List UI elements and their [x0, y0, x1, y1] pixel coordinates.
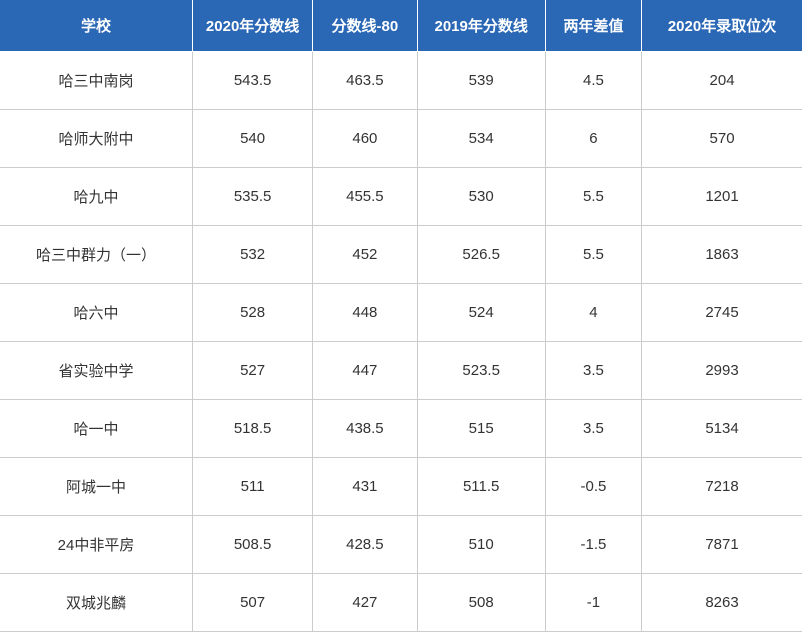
cell-diff: -1.5: [545, 516, 641, 574]
cell-minus80: 448: [313, 284, 417, 342]
table-row: 24中非平房508.5428.5510-1.57871: [0, 516, 802, 574]
score-table-container: 学校 2020年分数线 分数线-80 2019年分数线 两年差值 2020年录取…: [0, 0, 802, 632]
cell-minus80: 447: [313, 342, 417, 400]
table-row: 省实验中学527447523.53.52993: [0, 342, 802, 400]
cell-rank2020: 1201: [642, 168, 802, 226]
cell-score2020: 543.5: [192, 52, 312, 110]
cell-score2019: 515: [417, 400, 545, 458]
cell-school: 哈六中: [0, 284, 192, 342]
cell-diff: 5.5: [545, 226, 641, 284]
cell-score2019: 510: [417, 516, 545, 574]
header-diff: 两年差值: [545, 0, 641, 52]
cell-rank2020: 204: [642, 52, 802, 110]
cell-diff: 4: [545, 284, 641, 342]
cell-score2019: 524: [417, 284, 545, 342]
cell-score2020: 532: [192, 226, 312, 284]
header-score2020: 2020年分数线: [192, 0, 312, 52]
header-minus80: 分数线-80: [313, 0, 417, 52]
cell-diff: 6: [545, 110, 641, 168]
cell-score2020: 508.5: [192, 516, 312, 574]
cell-rank2020: 570: [642, 110, 802, 168]
cell-school: 双城兆麟: [0, 574, 192, 632]
cell-school: 阿城一中: [0, 458, 192, 516]
cell-score2019: 508: [417, 574, 545, 632]
cell-diff: 5.5: [545, 168, 641, 226]
cell-minus80: 460: [313, 110, 417, 168]
cell-school: 哈师大附中: [0, 110, 192, 168]
cell-score2019: 539: [417, 52, 545, 110]
cell-school: 哈九中: [0, 168, 192, 226]
cell-minus80: 455.5: [313, 168, 417, 226]
cell-score2020: 540: [192, 110, 312, 168]
cell-school: 省实验中学: [0, 342, 192, 400]
cell-school: 哈三中群力（一）: [0, 226, 192, 284]
cell-diff: 4.5: [545, 52, 641, 110]
cell-minus80: 427: [313, 574, 417, 632]
cell-rank2020: 7218: [642, 458, 802, 516]
cell-score2020: 527: [192, 342, 312, 400]
cell-rank2020: 2993: [642, 342, 802, 400]
cell-minus80: 431: [313, 458, 417, 516]
cell-score2019: 530: [417, 168, 545, 226]
cell-school: 哈三中南岗: [0, 52, 192, 110]
table-row: 哈九中535.5455.55305.51201: [0, 168, 802, 226]
cell-score2019: 523.5: [417, 342, 545, 400]
cell-diff: 3.5: [545, 400, 641, 458]
cell-score2020: 518.5: [192, 400, 312, 458]
cell-score2019: 526.5: [417, 226, 545, 284]
header-rank2020: 2020年录取位次: [642, 0, 802, 52]
cell-score2019: 534: [417, 110, 545, 168]
score-table: 学校 2020年分数线 分数线-80 2019年分数线 两年差值 2020年录取…: [0, 0, 802, 632]
cell-score2020: 511: [192, 458, 312, 516]
cell-rank2020: 7871: [642, 516, 802, 574]
table-row: 哈三中群力（一）532452526.55.51863: [0, 226, 802, 284]
cell-rank2020: 8263: [642, 574, 802, 632]
cell-school: 哈一中: [0, 400, 192, 458]
table-header: 学校 2020年分数线 分数线-80 2019年分数线 两年差值 2020年录取…: [0, 0, 802, 52]
cell-minus80: 428.5: [313, 516, 417, 574]
cell-score2020: 535.5: [192, 168, 312, 226]
cell-score2020: 528: [192, 284, 312, 342]
cell-minus80: 438.5: [313, 400, 417, 458]
table-row: 双城兆麟507427508-18263: [0, 574, 802, 632]
cell-rank2020: 5134: [642, 400, 802, 458]
header-score2019: 2019年分数线: [417, 0, 545, 52]
table-row: 哈三中南岗543.5463.55394.5204: [0, 52, 802, 110]
cell-diff: 3.5: [545, 342, 641, 400]
cell-minus80: 452: [313, 226, 417, 284]
header-school: 学校: [0, 0, 192, 52]
cell-score2019: 511.5: [417, 458, 545, 516]
cell-diff: -1: [545, 574, 641, 632]
cell-school: 24中非平房: [0, 516, 192, 574]
cell-rank2020: 2745: [642, 284, 802, 342]
cell-minus80: 463.5: [313, 52, 417, 110]
table-row: 哈师大附中5404605346570: [0, 110, 802, 168]
cell-diff: -0.5: [545, 458, 641, 516]
table-body: 哈三中南岗543.5463.55394.5204哈师大附中54046053465…: [0, 52, 802, 632]
table-row: 哈一中518.5438.55153.55134: [0, 400, 802, 458]
header-row: 学校 2020年分数线 分数线-80 2019年分数线 两年差值 2020年录取…: [0, 0, 802, 52]
cell-score2020: 507: [192, 574, 312, 632]
table-row: 哈六中52844852442745: [0, 284, 802, 342]
cell-rank2020: 1863: [642, 226, 802, 284]
table-row: 阿城一中511431511.5-0.57218: [0, 458, 802, 516]
